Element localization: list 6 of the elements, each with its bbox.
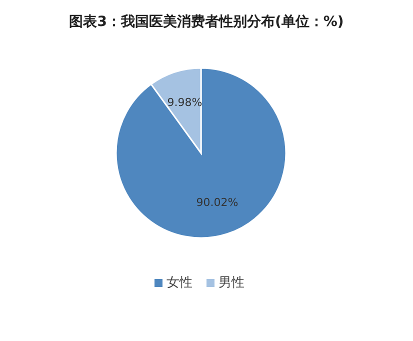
chart-title: 图表3：我国医美消费者性别分布(单位：%) [69, 12, 344, 30]
legend-label: 男性 [218, 276, 244, 291]
data-label: 9.98% [167, 96, 202, 109]
legend-label: 女性 [166, 276, 192, 291]
data-label: 90.02% [196, 196, 238, 210]
pie-slice [115, 67, 287, 239]
